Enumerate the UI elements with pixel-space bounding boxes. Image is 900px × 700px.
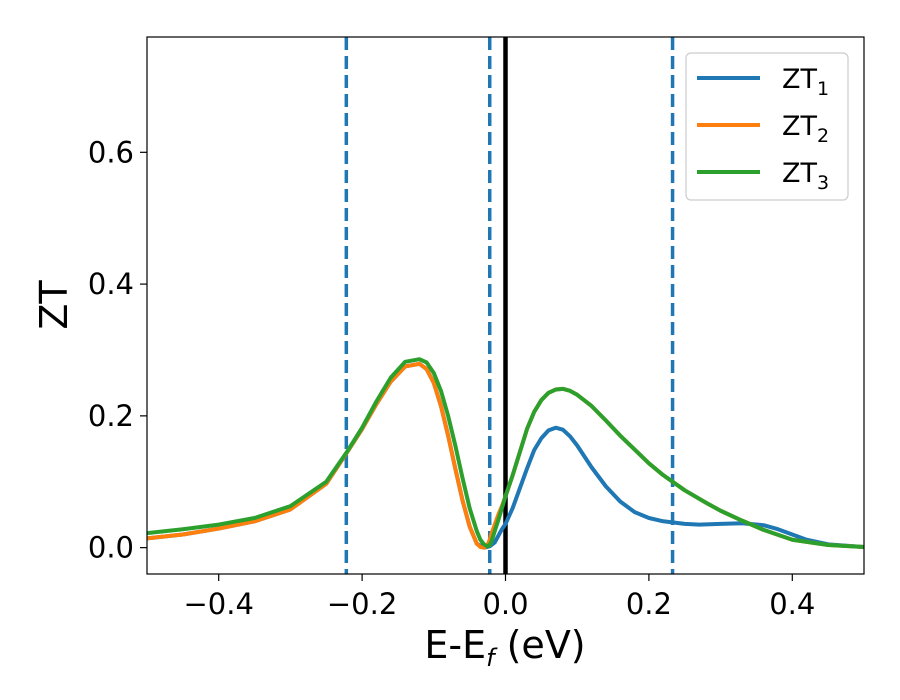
legend-box xyxy=(685,52,849,201)
y-tick-label: 0.2 xyxy=(88,399,134,433)
y-axis-ticks: 0.0 0.2 0.4 0.6 xyxy=(88,135,147,565)
x-axis-label: E-Ef (eV) xyxy=(424,623,585,672)
legend-label-sub: 3 xyxy=(817,172,829,194)
legend-label-main: ZT xyxy=(782,158,817,189)
x-tick-label: 0.2 xyxy=(626,587,672,621)
y-tick-label: 0.0 xyxy=(88,531,134,565)
legend-label: ZT3 xyxy=(782,158,829,194)
x-axis-label-tail: (eV) xyxy=(495,623,586,667)
legend-label-sub: 2 xyxy=(817,125,829,147)
x-tick-label: −0.2 xyxy=(327,587,397,621)
legend-label-main: ZT xyxy=(782,64,817,95)
series-lines xyxy=(147,357,864,550)
y-tick-label: 0.4 xyxy=(88,267,134,301)
legend-label-main: ZT xyxy=(782,111,817,142)
series-line-zt3 xyxy=(147,357,864,549)
legend-label: ZT1 xyxy=(782,64,829,100)
legend-label-sub: 1 xyxy=(817,78,829,100)
x-axis-ticks: −0.4 −0.2 0.0 0.2 0.4 xyxy=(183,574,815,621)
x-tick-label: 0.4 xyxy=(769,587,815,621)
y-axis-label: ZT xyxy=(32,280,76,330)
y-tick-label: 0.6 xyxy=(88,135,134,169)
x-tick-label: 0.0 xyxy=(482,587,528,621)
reference-lines xyxy=(344,37,675,574)
legend-label: ZT2 xyxy=(782,111,829,147)
x-axis-label-main: E-E xyxy=(424,623,486,667)
x-tick-label: −0.4 xyxy=(183,587,253,621)
